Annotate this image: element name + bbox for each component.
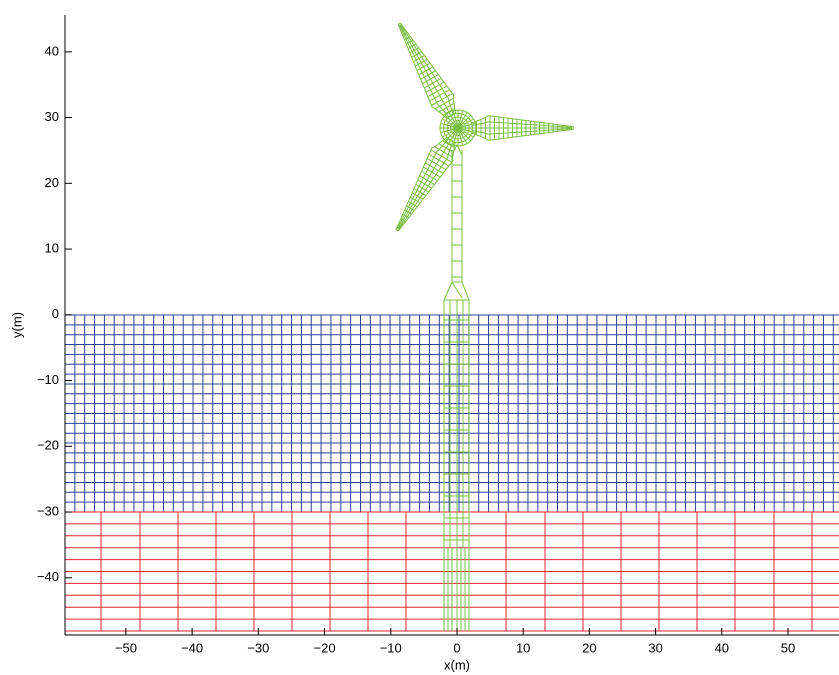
mesh-line — [452, 282, 462, 298]
mesh-line — [400, 25, 451, 116]
mesh-line — [397, 139, 448, 229]
x-axis-label: x(m) — [444, 657, 470, 672]
y-tick-label: −20 — [37, 438, 59, 453]
x-tick-label: −50 — [115, 640, 137, 655]
y-tick-label: −40 — [37, 569, 59, 584]
x-tick-label: −20 — [314, 640, 336, 655]
y-tick-label: 0 — [52, 306, 59, 321]
x-tick-label: 30 — [648, 640, 662, 655]
mesh-line — [444, 282, 469, 300]
mesh-line — [401, 25, 454, 115]
x-tick-label: 50 — [781, 640, 795, 655]
y-tick-label: 20 — [45, 175, 59, 190]
mesh-line — [398, 140, 451, 229]
x-tick-label: 10 — [516, 640, 530, 655]
y-tick-label: 10 — [45, 240, 59, 255]
y-tick-label: −30 — [37, 503, 59, 518]
x-tick-label: 20 — [582, 640, 596, 655]
mesh-line — [399, 25, 449, 117]
x-tick-label: −30 — [247, 640, 269, 655]
x-tick-label: 40 — [715, 640, 729, 655]
x-tick-label: −40 — [181, 640, 203, 655]
y-tick-label: 30 — [45, 109, 59, 124]
y-tick-label: −10 — [37, 372, 59, 387]
chart: x(m) y(m) −50 −40 −30 −20 −10 0 10 20 30 40 50 −40 −… — [0, 0, 839, 675]
x-tick-label: 0 — [453, 640, 460, 655]
mesh-line — [399, 141, 453, 229]
x-tick-label: −10 — [380, 640, 402, 655]
y-tick-label: 40 — [45, 43, 59, 58]
y-axis-label: y(m) — [9, 312, 24, 338]
mesh — [65, 24, 839, 632]
